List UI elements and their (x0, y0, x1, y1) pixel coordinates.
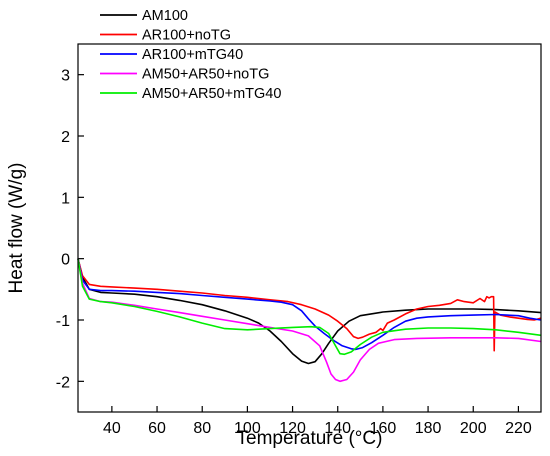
legend-label: AR100+mTG40 (142, 47, 243, 63)
y-tick-label: 2 (61, 129, 70, 146)
y-tick-label: -2 (56, 374, 70, 391)
x-tick-label: 60 (148, 420, 166, 437)
tick-layer: 40 60 80 100 120 140 160 180 200 220 -2 -1 0 1 2 3 (56, 68, 532, 437)
x-tick-label: 100 (234, 420, 261, 437)
series-line-1 (77, 258, 542, 365)
x-tick-label: 140 (324, 420, 351, 437)
x-axis-title: Temperature (°C) (237, 428, 383, 449)
series-line-5 (77, 258, 542, 356)
x-tick-label: 200 (460, 420, 487, 437)
y-tick-label: 3 (61, 68, 70, 85)
series-line-4 (77, 258, 542, 383)
legend-label: AR100+noTG (142, 28, 231, 44)
series-line-2 (77, 258, 542, 352)
y-tick-label: 0 (61, 252, 70, 269)
legend-label: AM100 (142, 8, 188, 24)
y-tick-label: -1 (56, 313, 70, 330)
series-line-3 (77, 258, 542, 351)
x-tick-label: 120 (279, 420, 306, 437)
x-tick-label: 40 (103, 420, 121, 437)
legend-label: AM50+AR50+noTG (142, 67, 269, 83)
x-tick-label: 80 (193, 420, 211, 437)
plot-frame (77, 43, 542, 413)
legend-label: AM50+AR50+mTG40 (142, 86, 281, 102)
legend: AM100 AR100+noTG AR100+mTG40 AM50+AR50+noTG… (100, 8, 281, 102)
y-axis-title: Heat flow (W/g) (6, 163, 27, 294)
series-layer (77, 258, 542, 383)
y-tick-label: 1 (61, 190, 70, 207)
x-tick-label: 220 (505, 420, 532, 437)
x-tick-label: 160 (370, 420, 397, 437)
x-tick-label: 180 (415, 420, 442, 437)
